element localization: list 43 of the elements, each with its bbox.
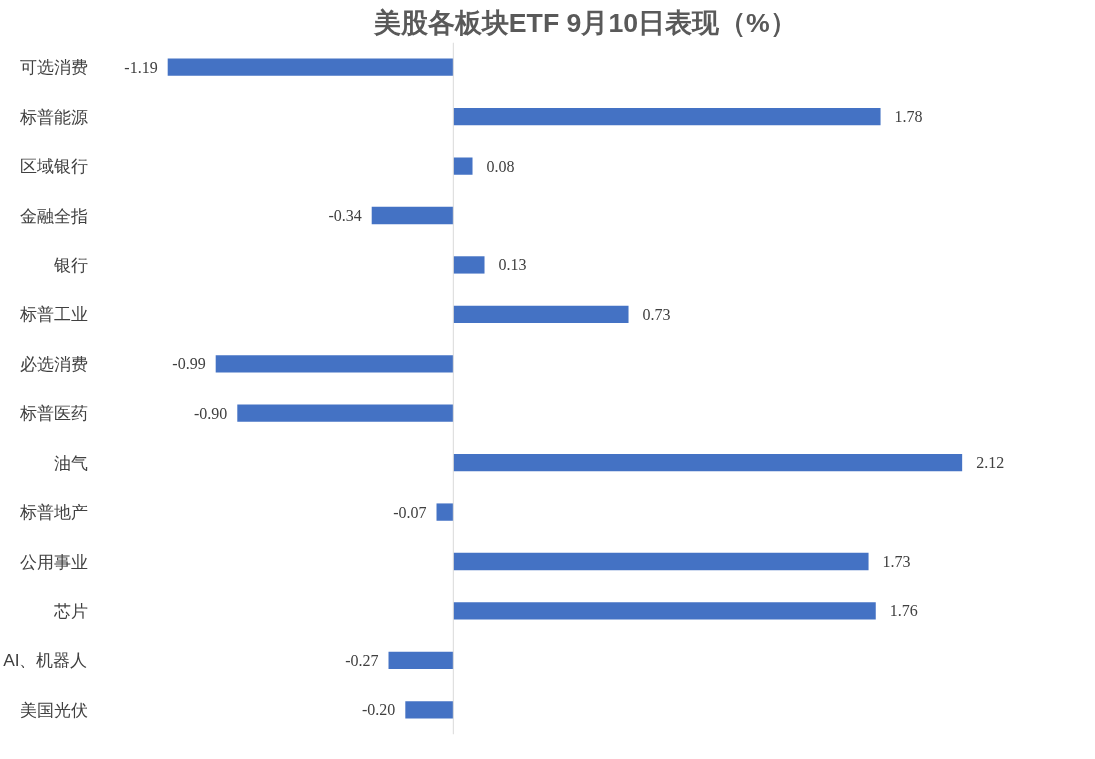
data-label: -0.07 [393, 503, 427, 521]
y-tick-label: 标普能源 [18, 106, 88, 127]
data-label: 1.73 [882, 553, 911, 570]
data-label: -0.90 [193, 404, 228, 422]
y-tick-label: 区域银行 [19, 156, 88, 177]
data-label: -0.27 [345, 651, 379, 669]
y-tick-label: 标普医药 [18, 403, 88, 424]
data-label: 0.08 [486, 157, 515, 175]
bar [405, 701, 454, 719]
bar [371, 206, 454, 225]
bar [453, 552, 869, 571]
data-label: 2.12 [976, 454, 1005, 472]
chart-title: 美股各板块ETF 9月10日表现（%） [372, 7, 797, 38]
bar [453, 256, 485, 274]
data-label: 0.73 [642, 305, 671, 323]
y-tick-label: 金融全指 [19, 205, 88, 226]
bar [215, 355, 454, 373]
bar [453, 305, 629, 324]
y-tick-label: 美国光伏 [19, 699, 88, 720]
bar [453, 453, 963, 472]
y-tick-label: 芯片 [52, 600, 88, 621]
y-tick-label: AI、机器人 [3, 650, 88, 671]
y-tick-label: 可选消费 [19, 57, 88, 78]
data-label: -0.20 [361, 701, 396, 719]
y-tick-label: 银行 [52, 254, 88, 275]
bar [453, 602, 876, 620]
y-tick-label: 油气 [53, 452, 88, 473]
bar [453, 107, 881, 126]
y-tick-label: 公用事业 [19, 551, 88, 572]
data-label: -1.19 [124, 58, 158, 76]
data-label: 0.13 [498, 256, 527, 274]
y-tick-label: 必选消费 [19, 353, 88, 374]
bar [453, 157, 473, 175]
bar [237, 404, 454, 422]
data-label: -0.99 [172, 355, 206, 373]
data-label: -0.34 [328, 207, 362, 224]
data-label: 1.78 [894, 108, 923, 126]
bar [436, 503, 454, 521]
bar [388, 651, 454, 670]
bar [167, 58, 454, 76]
y-tick-label: 标普地产 [18, 502, 88, 523]
y-tick-label: 标普工业 [18, 304, 88, 325]
data-label: 1.76 [889, 602, 918, 620]
